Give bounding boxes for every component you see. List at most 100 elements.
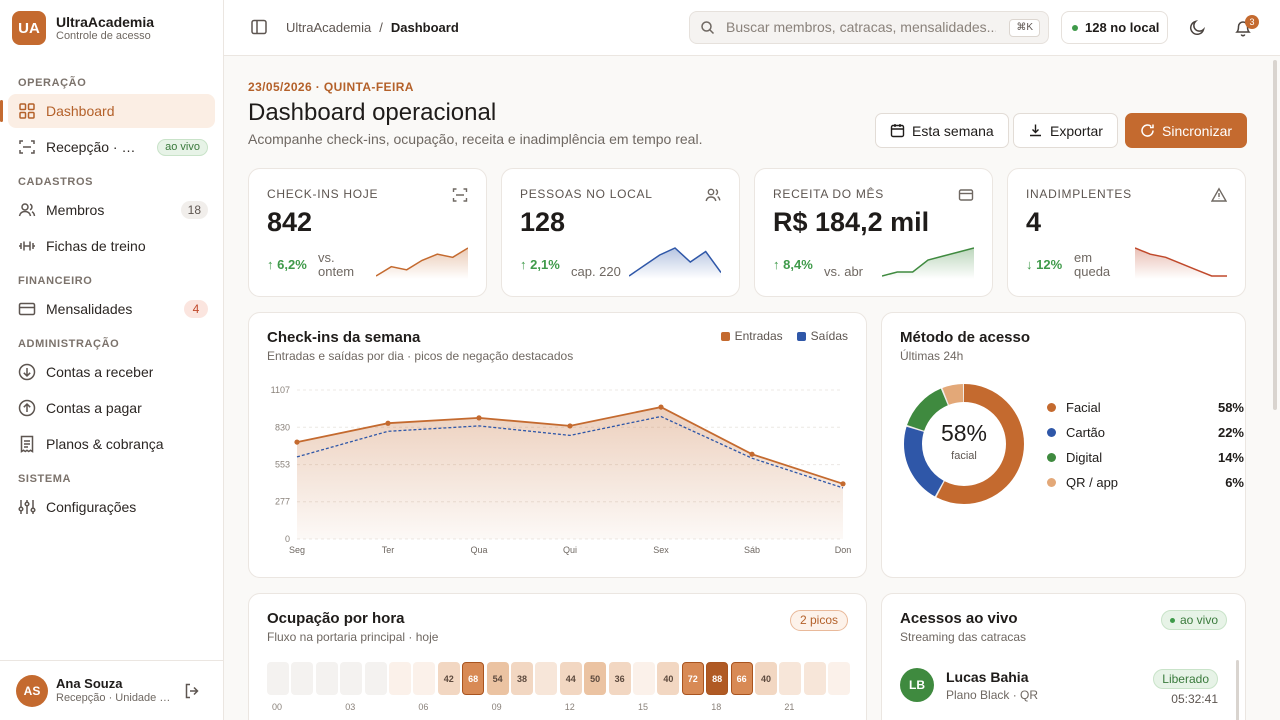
- heatmap-cell[interactable]: [803, 662, 826, 695]
- sync-button[interactable]: Sincronizar: [1125, 113, 1248, 148]
- dashboard-icon: [18, 102, 36, 120]
- sidebar-nav: OPERAÇÃO Dashboard Recepção · catracas a…: [0, 68, 223, 526]
- kpi-delta-value: 6,2%: [277, 257, 307, 272]
- page-scrollbar[interactable]: [1273, 60, 1277, 410]
- legend-item-saidas[interactable]: Saídas: [796, 329, 848, 343]
- entradas-point[interactable]: [840, 481, 846, 487]
- heatmap-cell[interactable]: 72: [681, 662, 704, 695]
- heatmap-cell[interactable]: 54: [486, 662, 509, 695]
- sparkline-line: [882, 247, 974, 277]
- sidebar-item-dashboard[interactable]: Dashboard: [0, 94, 215, 128]
- y-tick-label: 830: [275, 422, 290, 432]
- chart-title: Ocupação por hora: [267, 610, 405, 627]
- nav-section-title: ADMINISTRAÇÃO: [18, 338, 120, 350]
- heatmap-cell[interactable]: 38: [511, 662, 533, 695]
- entradas-point[interactable]: [294, 439, 300, 445]
- heatmap-cell[interactable]: 66: [730, 662, 753, 695]
- feed-member-plan: Plano Black · QR: [946, 688, 1039, 702]
- sidebar-item-mensalidades[interactable]: Mensalidades 4: [8, 292, 215, 326]
- sidebar-item-fichas[interactable]: Fichas de treino: [8, 229, 215, 263]
- feed-member-name: Lucas Bahia: [946, 669, 1029, 685]
- onsite-indicator[interactable]: 128 no local: [1061, 11, 1168, 44]
- chart-title: Método de acesso: [900, 329, 1031, 346]
- donut-slice[interactable]: [904, 384, 1024, 504]
- heatmap-cell[interactable]: [267, 662, 289, 695]
- entradas-point[interactable]: [476, 415, 482, 421]
- entradas-point[interactable]: [658, 404, 664, 410]
- heatmap-cell[interactable]: 68: [462, 662, 485, 695]
- feed-item[interactable]: LB Lucas Bahia Plano Black · QR Liberado…: [900, 666, 1218, 706]
- brand-subtitle: Controle de acesso: [56, 29, 151, 42]
- hour-tick-label: 06: [418, 702, 429, 712]
- sidebar-item-configuracoes[interactable]: Configurações: [8, 490, 215, 524]
- search-input[interactable]: [726, 19, 996, 35]
- sidebar-item-contas-receber[interactable]: Contas a receber: [8, 355, 215, 389]
- nav-section-title: FINANCEIRO: [18, 275, 93, 287]
- access-method-name: Digital: [1066, 450, 1103, 465]
- entradas-point[interactable]: [385, 420, 391, 426]
- legend-item-entradas[interactable]: Entradas: [720, 329, 783, 343]
- sidebar-toggle-icon[interactable]: [250, 18, 268, 36]
- moon-icon[interactable]: [1188, 19, 1206, 37]
- heatmap-cell[interactable]: [413, 662, 436, 695]
- sidebar-item-recepcao[interactable]: Recepção · catracas ao vivo: [8, 130, 215, 164]
- heatmap-cell[interactable]: 40: [755, 662, 777, 695]
- heatmap-cell[interactable]: 42: [437, 662, 460, 695]
- arrow-down-icon: ↓: [1026, 257, 1033, 272]
- breadcrumb-root[interactable]: UltraAcademia: [286, 20, 372, 35]
- export-label: Exportar: [1050, 122, 1103, 139]
- peaks-badge: 2 picos: [789, 610, 848, 631]
- heatmap-cell[interactable]: [828, 662, 851, 695]
- kpi-card-checkins[interactable]: CHECK-INS HOJE 842 ↑ 6,2% vs. ontem: [248, 168, 487, 297]
- notification-badge: 3: [1245, 15, 1259, 29]
- hour-tick-label: 00: [272, 702, 283, 712]
- heatmap-cell[interactable]: 44: [559, 662, 582, 695]
- chart-subtitle: Fluxo na portaria principal · hoje: [267, 630, 439, 644]
- access-legend-row: Digital 14%: [1047, 450, 1244, 465]
- access-donut-chart: [904, 384, 1024, 504]
- sidebar-item-contas-pagar[interactable]: Contas a pagar: [8, 391, 215, 425]
- heatmap-cell[interactable]: [315, 662, 338, 695]
- export-button[interactable]: Exportar: [1013, 113, 1118, 148]
- sparkline-line: [629, 247, 721, 277]
- heatmap-cell[interactable]: 36: [608, 662, 631, 695]
- sidebar-item-planos[interactable]: Planos & cobrança: [8, 427, 215, 461]
- heatmap-cell[interactable]: [779, 662, 802, 695]
- heatmap-cell[interactable]: [340, 662, 363, 695]
- sidebar-item-membros[interactable]: Membros 18: [8, 193, 215, 227]
- access-method-name: Facial: [1066, 400, 1101, 415]
- week-filter-button[interactable]: Esta semana: [875, 113, 1009, 148]
- kpi-card-pessoas[interactable]: PESSOAS NO LOCAL 128 ↑ 2,1% cap. 220: [501, 168, 740, 297]
- feed-scrollbar[interactable]: [1236, 660, 1239, 720]
- donut-slice[interactable]: [904, 384, 1024, 504]
- hour-tick-label: 15: [638, 702, 649, 712]
- heatmap-cell[interactable]: [389, 662, 411, 695]
- access-method-pct: 22%: [1217, 425, 1244, 440]
- scan-icon: [452, 187, 468, 203]
- count-badge: 4: [184, 300, 208, 318]
- sparkline-area: [882, 248, 974, 279]
- heatmap-cell[interactable]: [535, 662, 558, 695]
- heatmap-cell[interactable]: 88: [706, 662, 729, 695]
- heatmap-cell[interactable]: [633, 662, 655, 695]
- user-profile[interactable]: AS Ana Souza Recepção · Unidade Centro: [0, 660, 223, 720]
- search-box[interactable]: ⌘K: [689, 11, 1049, 44]
- brand[interactable]: UA UltraAcademia Controle de acesso: [12, 11, 154, 45]
- heatmap-cell[interactable]: 40: [657, 662, 680, 695]
- kpi-card-inadimplentes[interactable]: INADIMPLENTES 4 ↓ 12% em queda: [1007, 168, 1246, 297]
- legend-dot: [1047, 478, 1056, 487]
- kpi-label: INADIMPLENTES: [1026, 187, 1132, 201]
- hour-tick-label: 09: [491, 702, 502, 712]
- heatmap-cell[interactable]: 50: [584, 662, 607, 695]
- entradas-point[interactable]: [567, 423, 573, 429]
- bell-icon[interactable]: [1234, 19, 1252, 37]
- sidebar-item-label: Mensalidades: [46, 301, 133, 317]
- chart-subtitle: Entradas e saídas por dia · picos de neg…: [267, 349, 574, 363]
- logout-icon[interactable]: [183, 682, 201, 700]
- heatmap-cell[interactable]: [291, 662, 314, 695]
- entradas-point[interactable]: [749, 451, 755, 457]
- kpi-card-receita[interactable]: RECEITA DO MÊS R$ 184,2 mil ↑ 8,4% vs. a…: [754, 168, 993, 297]
- avatar: LB: [900, 668, 934, 702]
- heatmap-cell[interactable]: [364, 662, 387, 695]
- chart-subtitle: Últimas 24h: [900, 349, 964, 363]
